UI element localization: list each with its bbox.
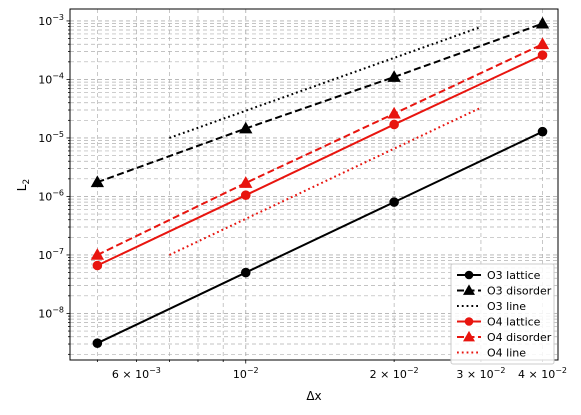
x-tick-times: × [119,368,135,381]
x-tick-exponent: −2 [555,366,567,375]
legend-label: O4 line [487,347,526,360]
data-point [239,176,253,188]
legend-label: O4 disorder [487,331,552,344]
series-o4-line [168,106,482,256]
y-tick-label: 10−7 [38,247,64,262]
y-axis-label-main: L [15,184,29,191]
y-tick-label: 10−5 [38,130,64,145]
x-tick-label: 2 × 10−2 [370,366,419,381]
series-line [96,54,543,267]
data-point [535,37,550,50]
series-o3-lattice [92,126,548,348]
x-tick-base: 10 [393,368,407,381]
legend-label: O3 disorder [487,285,552,298]
series-o3-disorder [90,16,550,188]
legend-label: O4 lattice [487,316,541,329]
data-point [387,70,401,82]
y-tick-label: 10−3 [38,13,64,28]
x-tick-label: 3 × 10−2 [456,366,505,381]
legend-entry: O3 lattice [457,269,541,282]
legend: O3 lattice O3 disorder O3 line O4 lattice O4… [450,263,555,365]
legend-entry: O3 disorder [457,284,552,298]
data-point [387,106,401,119]
y-tick-exponent: −4 [52,71,64,80]
grid [70,9,558,360]
data-point [90,175,105,188]
y-tick-label: 10−8 [38,305,64,320]
y-tick-exponent: −3 [52,13,64,22]
y-tick-exponent: −7 [52,247,64,256]
legend-entry: O3 line [457,300,526,313]
x-tick-exponent: −2 [407,366,419,375]
series-line [168,106,482,256]
y-tick-base: 10 [38,15,52,28]
y-axis-label-sub: 2 [22,179,32,185]
y-tick-base: 10 [38,307,52,320]
x-axis-label: Δx [306,389,321,403]
series-line [96,43,543,256]
y-tick-base: 10 [38,132,52,145]
data-point [92,338,103,348]
data-point [463,330,475,342]
series-line [96,130,543,345]
data-point [537,126,548,137]
data-point [464,270,474,280]
legend-entry: O4 line [457,347,526,360]
ticks: 10−810−710−610−510−410−36 × 10−3 10−2 2 × … [38,13,567,381]
data-point [240,267,251,278]
data-point [464,317,474,326]
x-tick-mantissa: 3 [456,368,463,381]
x-tick-mantissa: 2 [370,368,377,381]
y-tick-exponent: −8 [52,305,64,314]
y-tick-label: 10−6 [38,188,64,203]
y-tick-exponent: −6 [52,188,64,197]
legend-entry: O4 disorder [457,330,552,344]
data-point [537,50,548,60]
y-tick-base: 10 [38,73,52,86]
x-tick-base: 10 [135,368,149,381]
x-tick-exponent: −2 [494,366,506,375]
data-point [92,260,103,271]
series-o4-lattice [92,50,548,271]
x-tick-base: 10 [541,368,555,381]
series-line [97,22,543,184]
y-axis-label: L2 [15,179,32,191]
y-tick-base: 10 [38,190,52,203]
series-group [90,16,550,348]
legend-entry: O4 lattice [457,316,541,329]
legend-label: O3 lattice [487,269,541,282]
plot-frame [69,8,559,361]
data-point [240,190,251,201]
data-point [90,248,105,260]
data-point [389,197,399,207]
x-tick-times: × [377,368,393,381]
x-tick-exponent: −2 [247,366,259,375]
data-point [389,119,399,130]
data-point [239,121,253,134]
y-tick-exponent: −5 [52,130,64,139]
y-tick-label: 10−4 [38,71,64,86]
legend-box [450,263,555,365]
data-point [463,284,475,295]
x-tick-times: × [463,368,479,381]
x-tick-times: × [525,368,541,381]
x-tick-exponent: −3 [149,366,161,375]
y-tick-base: 10 [38,249,52,262]
x-tick-label: 4 × 10−2 [518,366,567,381]
x-tick-label: 10−2 [233,366,259,381]
x-tick-mantissa: 6 [112,368,119,381]
series-o4-disorder [90,37,550,260]
x-tick-base: 10 [480,368,494,381]
x-tick-label: 6 × 10−3 [112,366,161,381]
data-point [535,16,550,29]
legend-label: O3 line [487,300,526,313]
x-tick-mantissa: 4 [518,368,525,381]
x-tick-base: 10 [233,368,247,381]
